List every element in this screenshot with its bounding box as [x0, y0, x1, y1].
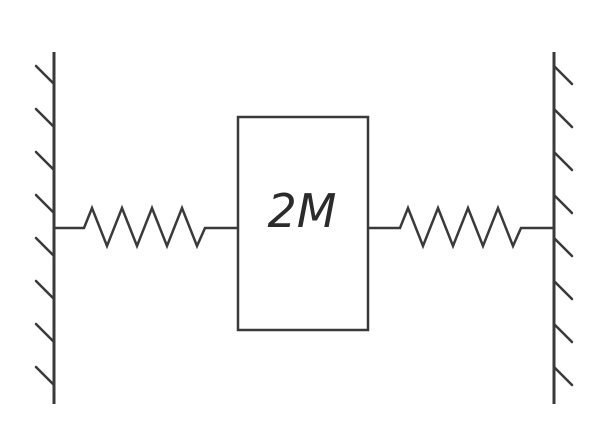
- right-spring: [368, 204, 554, 250]
- mass-block: [236, 115, 370, 332]
- left-spring: [54, 204, 238, 250]
- right-wall-hatching: [552, 64, 574, 387]
- left-wall-hatching: [34, 64, 56, 387]
- right-wall: [552, 52, 574, 404]
- left-wall: [34, 52, 56, 404]
- mass-label: 2M: [268, 184, 337, 238]
